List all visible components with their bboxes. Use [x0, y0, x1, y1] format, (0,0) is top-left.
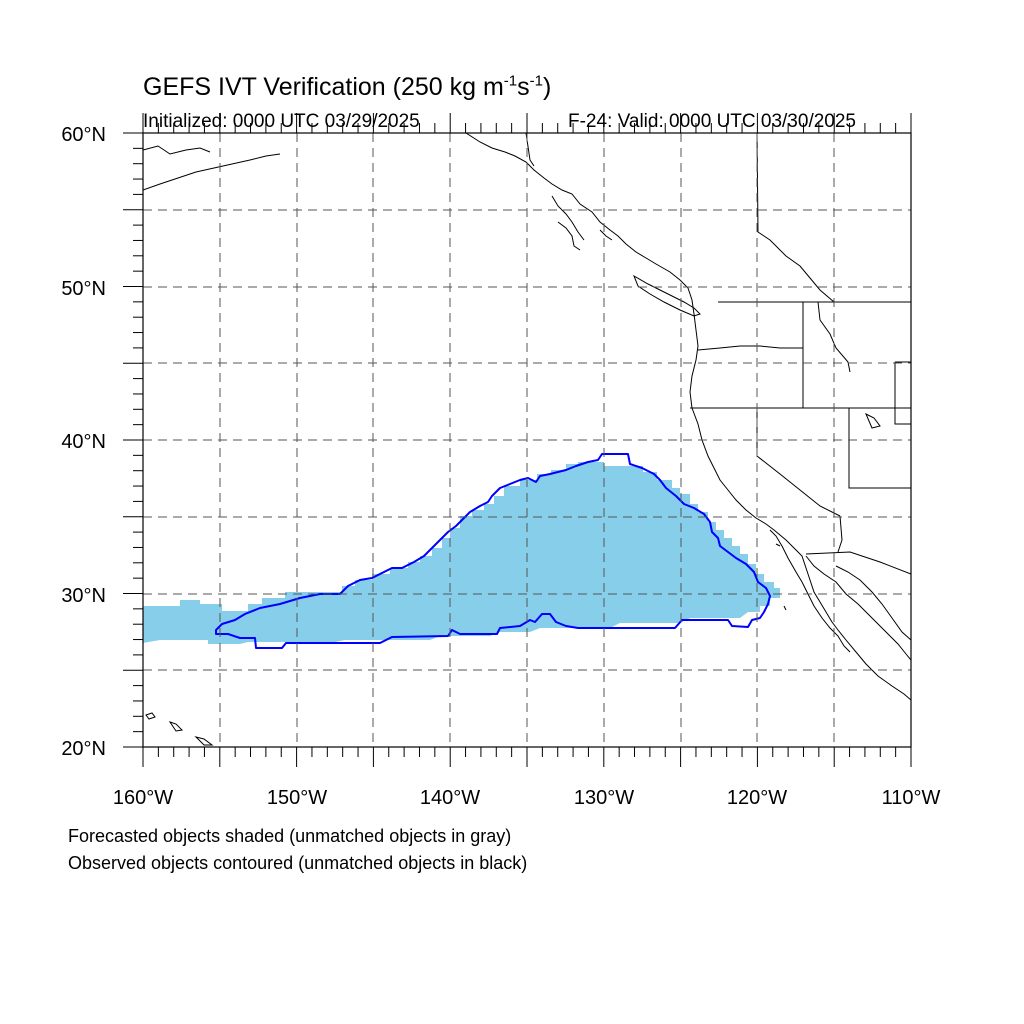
legend-forecast-note: Forecasted objects shaded (unmatched obj…	[68, 826, 512, 846]
title-main: GEFS IVT Verification (250 kg m	[143, 73, 504, 101]
axis-ticks	[123, 113, 912, 767]
forecast-object	[143, 462, 780, 644]
lat-label-20: 20°N	[61, 738, 106, 760]
lon-label-120: 120°W	[727, 787, 787, 809]
lat-label-40: 40°N	[61, 431, 106, 453]
lat-label-30: 30°N	[61, 585, 106, 607]
lat-axis: 20°N 30°N 40°N 50°N 60°N	[61, 124, 106, 760]
title-exponent-2: -1	[529, 72, 543, 90]
coastlines	[143, 133, 911, 746]
lon-label-110: 110°W	[882, 787, 941, 809]
lon-label-140: 140°W	[420, 787, 480, 809]
lon-label-150: 150°W	[267, 787, 327, 809]
political-boundaries	[525, 133, 911, 575]
observed-contour	[215, 453, 771, 649]
gridlines	[143, 133, 911, 747]
title-end: )	[542, 73, 552, 101]
lon-axis: 160°W 150°W 140°W 130°W 120°W 110°W	[113, 787, 941, 809]
valid-time-label: F-24: Valid: 0000 UTC 03/30/2025	[568, 111, 856, 132]
plot-title: GEFS IVT Verification (250 kg m-1s-1)	[143, 72, 551, 102]
lon-label-130: 130°W	[574, 787, 634, 809]
lat-label-50: 50°N	[61, 278, 106, 300]
title-mid: s	[517, 73, 530, 101]
lat-label-60: 60°N	[61, 124, 106, 146]
lon-label-160: 160°W	[113, 787, 173, 809]
initialized-label: Initialized: 0000 UTC 03/29/2025	[143, 111, 420, 132]
title-exponent-1: -1	[503, 72, 518, 90]
legend-observed-note: Observed objects contoured (unmatched ob…	[68, 853, 528, 873]
